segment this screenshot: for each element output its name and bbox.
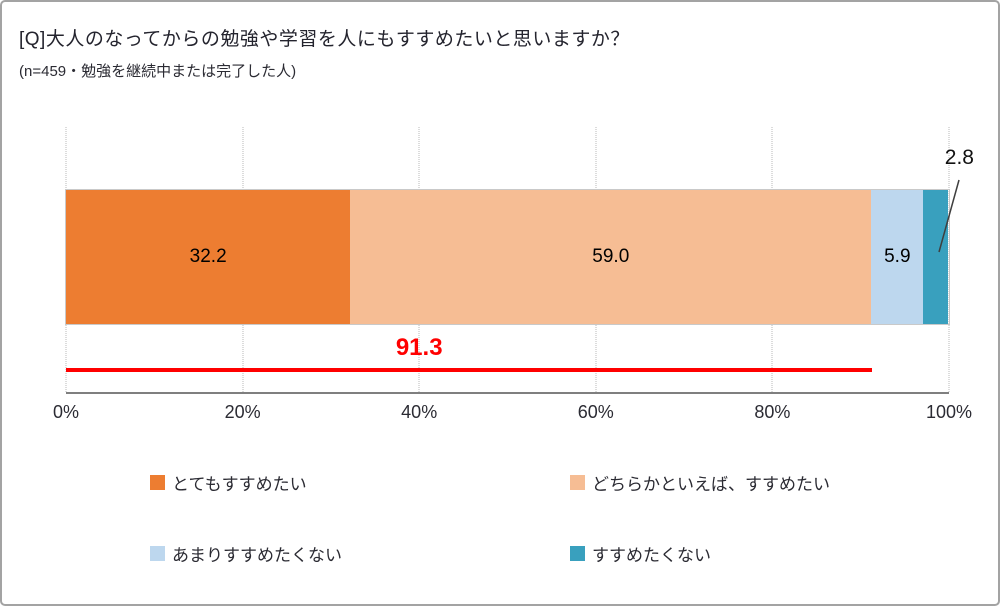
legend-item: とてもすすめたい [150, 470, 570, 495]
legend-label: すすめたくない [592, 546, 711, 565]
gridline [948, 127, 950, 392]
legend-label: あまりすすめたくない [172, 546, 342, 565]
legend-swatch [150, 546, 165, 561]
stacked-bar: 32.2 59.0 5.9 [65, 189, 950, 325]
segment-value-label: 59.0 [592, 246, 630, 267]
legend-label: とてもすすめたい [172, 475, 307, 494]
x-tick-label: 40% [401, 402, 438, 422]
bar-segment-1: 32.2 [66, 190, 351, 324]
bar-segment-2: 59.0 [350, 190, 872, 324]
legend-item: すすめたくない [570, 541, 910, 566]
chart-subtitle: (n=459・勉強を継続中または完了した人) [19, 63, 297, 80]
legend-item: あまりすすめたくない [150, 541, 570, 566]
x-tick-label: 0% [52, 402, 80, 422]
x-tick-label: 60% [577, 402, 614, 422]
segment-value-label: 5.9 [884, 246, 911, 267]
bar-segment-4 [923, 190, 949, 324]
legend-item: どちらかといえば、すすめたい [570, 470, 910, 495]
x-axis-ticks: 0% 20% 40% 60% 80% 100% [53, 394, 972, 424]
subtotal-label: 91.3 [395, 334, 443, 361]
legend: とてもすすめたい どちらかといえば、すすめたいあまりすすめたくない すすめたくない [150, 470, 910, 566]
chart-title: [Q]大人のなってからの勉強や学習を人にもすすめたいと思いますか？ [19, 29, 630, 50]
plot-area: 32.2 59.0 5.9 91.3 [65, 127, 950, 394]
bar-segment-3: 5.9 [871, 190, 924, 324]
segment-value-label: 32.2 [189, 246, 227, 267]
outside-value-label: 2.8 [944, 146, 974, 169]
x-tick-label: 20% [224, 402, 261, 422]
x-tick-label: 100% [925, 402, 973, 422]
legend-swatch [570, 546, 585, 561]
legend-swatch [570, 475, 585, 490]
subtotal-line [66, 368, 873, 372]
callout-line [938, 179, 960, 253]
legend-label: どちらかといえば、すすめたい [592, 475, 830, 494]
x-tick-label: 80% [754, 402, 791, 422]
legend-swatch [150, 475, 165, 490]
